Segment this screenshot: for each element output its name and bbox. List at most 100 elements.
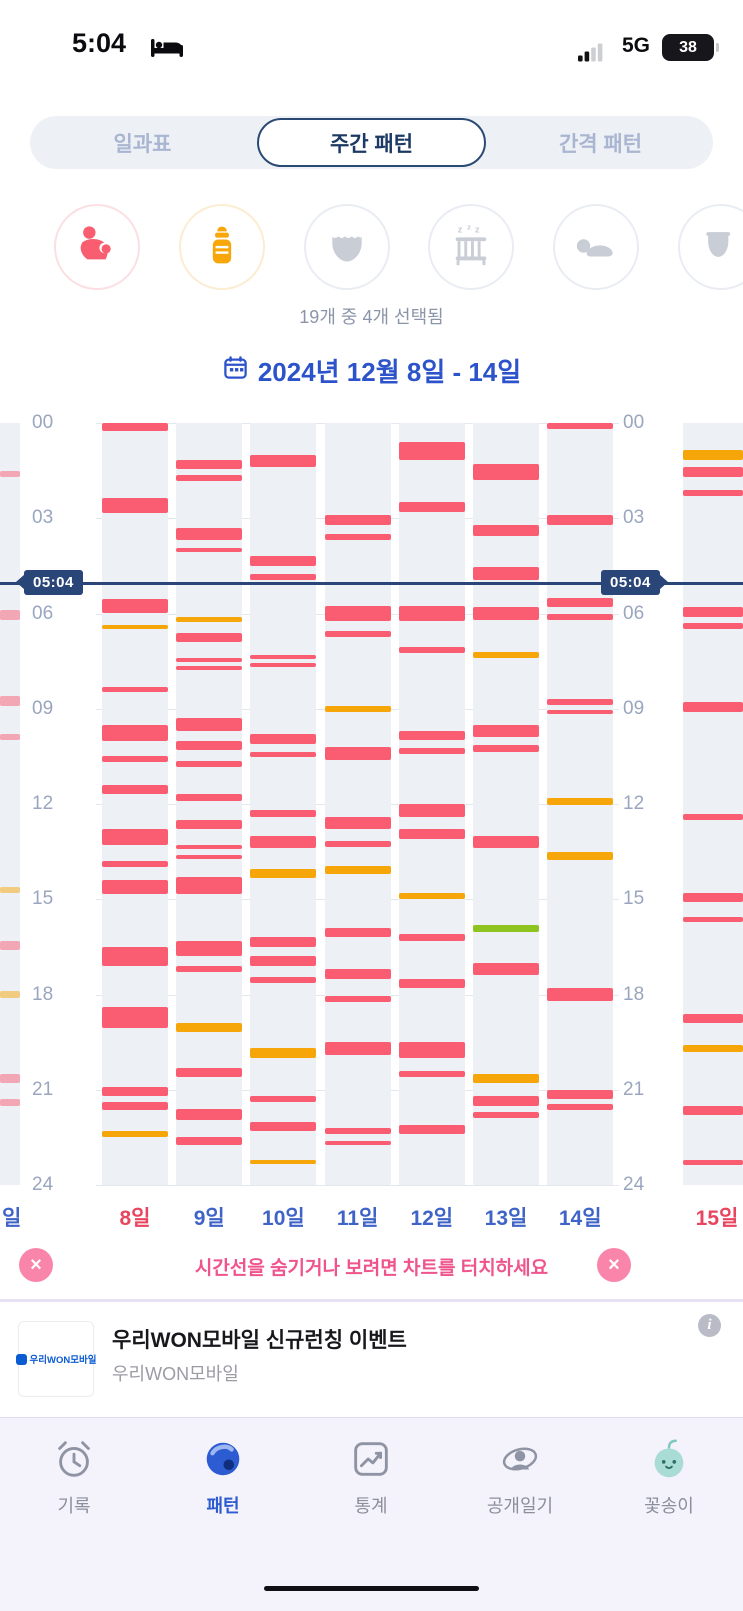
activity-bar xyxy=(547,613,614,620)
day-column-next[interactable] xyxy=(683,423,743,1185)
day-column-8일[interactable] xyxy=(102,423,168,1185)
nav-item-blossom[interactable]: 꽃송이 xyxy=(604,1434,734,1518)
home-indicator[interactable] xyxy=(264,1586,479,1591)
bottle-filter-button[interactable] xyxy=(179,204,265,290)
ad-banner[interactable]: 우리WON모바일 우리WON모바일 신규런칭 이벤트 우리WON모바일 i xyxy=(0,1302,743,1416)
time-tick-right: 15 xyxy=(623,888,645,910)
activity-bar xyxy=(547,851,614,860)
day-label-8일[interactable]: 8일 xyxy=(119,1207,151,1230)
day-label-9일[interactable]: 9일 xyxy=(193,1207,225,1230)
time-tick-left: 00 xyxy=(32,412,54,433)
nursing-filter-button[interactable] xyxy=(54,204,140,290)
date-range-text: 2024년 12월 8일 - 14일 xyxy=(257,357,522,387)
day-label-10일[interactable]: 10일 xyxy=(262,1207,305,1230)
time-tick-right: 09 xyxy=(623,697,645,719)
blossom-icon xyxy=(644,1434,694,1484)
hide-timeline-left-button[interactable]: × xyxy=(19,1248,53,1282)
day-label-13일[interactable]: 13일 xyxy=(484,1207,528,1230)
weekly-pattern-chart[interactable]: 00 00 03 03 06 06 09 09 12 12 15 15 18 18 21 21 24 24 05:0… xyxy=(0,412,743,1195)
activity-bar xyxy=(250,454,317,468)
time-tick-left: 03 xyxy=(32,507,54,529)
tab-daily-schedule[interactable]: 일과표 xyxy=(113,132,172,156)
activity-bar xyxy=(176,740,243,751)
activity-bar xyxy=(250,654,317,659)
nav-item-public-diary[interactable]: 공개일기 xyxy=(455,1434,585,1518)
activity-bar xyxy=(102,1131,168,1138)
stats-icon xyxy=(346,1434,396,1484)
day-label-prev[interactable]: 일 xyxy=(2,1207,22,1230)
activity-bar xyxy=(102,624,168,629)
day-column-12일[interactable] xyxy=(398,423,465,1185)
activity-bar xyxy=(683,813,743,820)
nav-label-blossom: 꽃송이 xyxy=(644,1496,694,1516)
date-range-title[interactable]: 2024년 12월 8일 - 14일 xyxy=(0,352,743,389)
day-label-14일[interactable]: 14일 xyxy=(558,1207,602,1230)
day-label-next[interactable]: 15일 xyxy=(695,1207,739,1230)
activity-bar xyxy=(473,464,539,481)
nav-item-stats[interactable]: 통계 xyxy=(306,1434,436,1518)
activity-bar xyxy=(176,1067,243,1078)
activity-bar xyxy=(250,835,317,849)
tab-interval-pattern[interactable]: 간격 패턴 xyxy=(558,132,643,156)
activity-bar xyxy=(250,751,317,758)
hide-timeline-right-button[interactable]: × xyxy=(597,1248,631,1282)
activity-bar xyxy=(683,607,743,617)
activity-bar xyxy=(176,1137,243,1146)
day-label-12일[interactable]: 12일 xyxy=(410,1207,454,1230)
pattern-icon xyxy=(198,1434,248,1484)
calendar-icon xyxy=(222,354,249,388)
activity-bar xyxy=(473,962,539,976)
day-label-11일[interactable]: 11일 xyxy=(336,1207,379,1230)
activity-bar xyxy=(250,937,317,947)
activity-bar xyxy=(398,829,465,839)
ad-info-icon[interactable]: i xyxy=(698,1314,721,1337)
network-label: 5G xyxy=(622,34,651,57)
activity-bar xyxy=(683,1045,743,1052)
day-column-13일[interactable] xyxy=(473,423,539,1185)
activity-bar xyxy=(324,996,391,1003)
activity-bar xyxy=(176,819,243,830)
activity-bar xyxy=(0,696,20,706)
tab-weekly-pattern[interactable]: 주간 패턴 xyxy=(257,118,486,167)
activity-bar xyxy=(102,1007,168,1028)
time-tick-right: 18 xyxy=(623,983,645,1005)
activity-bar xyxy=(250,1096,317,1103)
gridline xyxy=(96,1185,619,1186)
activity-bar xyxy=(102,756,168,763)
activity-bar xyxy=(324,1042,391,1055)
nav-item-pattern[interactable]: 패턴 xyxy=(158,1434,288,1518)
activity-bar xyxy=(176,459,243,470)
activity-bar xyxy=(102,724,168,741)
day-column-11일[interactable] xyxy=(324,423,391,1185)
activity-bar xyxy=(176,718,243,731)
more-filter-button[interactable] xyxy=(678,204,743,290)
tummy-time-filter-button[interactable] xyxy=(553,204,639,290)
activity-bar xyxy=(102,1086,168,1097)
activity-bar xyxy=(547,1089,614,1099)
nav-item-record[interactable]: 기록 xyxy=(9,1434,139,1518)
more-icon xyxy=(699,223,743,272)
activity-bar xyxy=(324,840,391,847)
activity-bar xyxy=(176,616,243,623)
ad-advertiser: 우리WON모바일 xyxy=(112,1364,239,1384)
activity-bar xyxy=(683,489,743,497)
day-column-9일[interactable] xyxy=(176,423,243,1185)
day-column-14일[interactable] xyxy=(547,423,614,1185)
activity-bar xyxy=(176,527,243,541)
activity-bar xyxy=(473,724,539,738)
chart-hint-text: 시간선을 숨기거나 보려면 차트를 터치하세요 xyxy=(194,1258,549,1279)
time-tick-left: 06 xyxy=(32,602,54,624)
activity-bar xyxy=(102,829,168,846)
day-column-prev[interactable] xyxy=(0,423,20,1185)
day-column-10일[interactable] xyxy=(250,423,317,1185)
activity-bar xyxy=(398,730,465,741)
svg-text:z: z xyxy=(458,224,463,235)
nav-label-record: 기록 xyxy=(57,1496,91,1516)
activity-bar xyxy=(324,605,391,622)
activity-bar xyxy=(102,880,168,895)
diaper-filter-button[interactable] xyxy=(304,204,390,290)
activity-bar xyxy=(0,886,20,893)
activity-bar xyxy=(0,610,20,620)
